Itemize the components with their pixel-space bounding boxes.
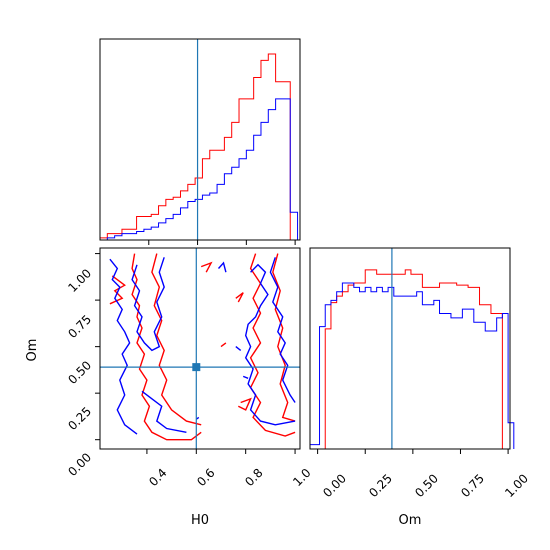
contour-ytick-label: 0.25 [65,404,94,433]
contour-blue-line [217,261,227,273]
hist-Om-frame [309,247,511,450]
contour-blue-line [235,346,242,351]
contour-ytick-label: 0.75 [65,312,94,341]
contour-ytick-label: 0.50 [65,358,94,387]
hist-Om-red-step-line [310,269,509,450]
om-hist-xtick-label: 1.00 [502,471,531,500]
truth-marker [192,363,201,372]
om-hist-xtick-label: 0.50 [412,471,441,500]
contour-red-line [237,397,252,411]
contour-xtick-label: 0.6 [194,466,217,489]
y-axis-label-om: Om [25,339,40,362]
contour-red-line [235,292,244,303]
x-axis-label-om: Om [399,513,422,528]
contour-red-line [200,261,213,273]
contour-ytick-label: 0.00 [65,450,94,479]
om-hist-xtick-label: 0.25 [366,471,395,500]
hist-H0-frame [99,38,301,241]
contour-red-line [109,275,126,305]
contour-blue-line [109,258,138,435]
contour-blue-line [141,390,187,433]
contour-xtick-label: 0.4 [146,466,169,489]
contour-red-line [220,342,227,348]
om-hist-xtick-label: 0.75 [458,471,487,500]
hist-H0-blue-step-line [100,98,299,241]
contour-xtick-label: 1.0 [290,466,313,489]
contour-xtick-label: 0.8 [242,466,265,489]
chart-marks [95,38,515,454]
contour-red-line [151,253,202,426]
contour-red-line [131,253,202,441]
x-axis-label-h0: H0 [191,513,209,528]
hist-Om-blue-step-line [309,282,515,449]
contour-H0-Om-frame [99,247,301,450]
contour-blue-line [131,257,165,352]
contour-red-line [272,253,296,422]
contour-blue-line [244,263,296,426]
contour-blue-line [242,375,249,379]
hist-H0-red-step-line [99,53,298,241]
contour-blue-line [269,257,296,403]
contour-red-line [249,253,296,437]
contour-ytick-label: 1.00 [65,266,94,295]
om-hist-xtick-label: 0.00 [320,471,349,500]
